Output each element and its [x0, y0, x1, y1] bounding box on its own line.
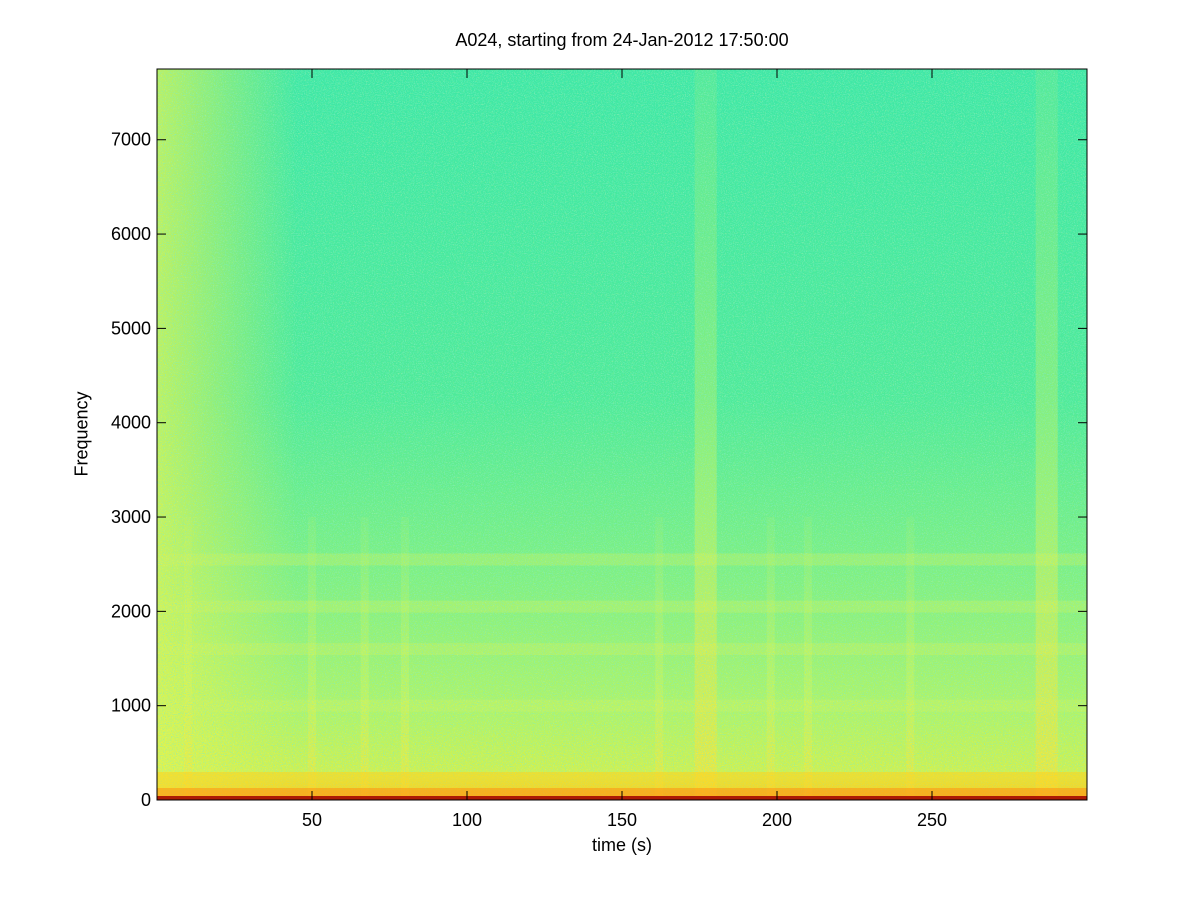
x-tick-label-150: 150	[607, 810, 637, 830]
x-tick-label-50: 50	[302, 810, 322, 830]
spectrogram-noise-warm	[157, 69, 1087, 800]
y-tick-label-4000: 4000	[111, 413, 151, 433]
y-axis: 0 1000 2000 3000 4000 5000 6000 7000	[111, 130, 1087, 810]
x-tick-label-200: 200	[762, 810, 792, 830]
y-tick-label-7000: 7000	[111, 130, 151, 150]
y-tick-label-2000: 2000	[111, 601, 151, 621]
chart-title: A024, starting from 24-Jan-2012 17:50:00	[455, 30, 789, 50]
y-tick-label-6000: 6000	[111, 224, 151, 244]
spectrogram-image	[157, 69, 1087, 800]
y-tick-label-3000: 3000	[111, 507, 151, 527]
x-tick-label-250: 250	[917, 810, 947, 830]
y-axis-label: Frequency	[71, 391, 92, 477]
y-tick-label-5000: 5000	[111, 318, 151, 338]
x-tick-label-100: 100	[452, 810, 482, 830]
x-axis-label: time (s)	[592, 835, 652, 855]
y-tick-label-1000: 1000	[111, 696, 151, 716]
y-tick-label-0: 0	[141, 790, 151, 810]
x-axis: 50 100 150 200 250	[302, 69, 947, 830]
